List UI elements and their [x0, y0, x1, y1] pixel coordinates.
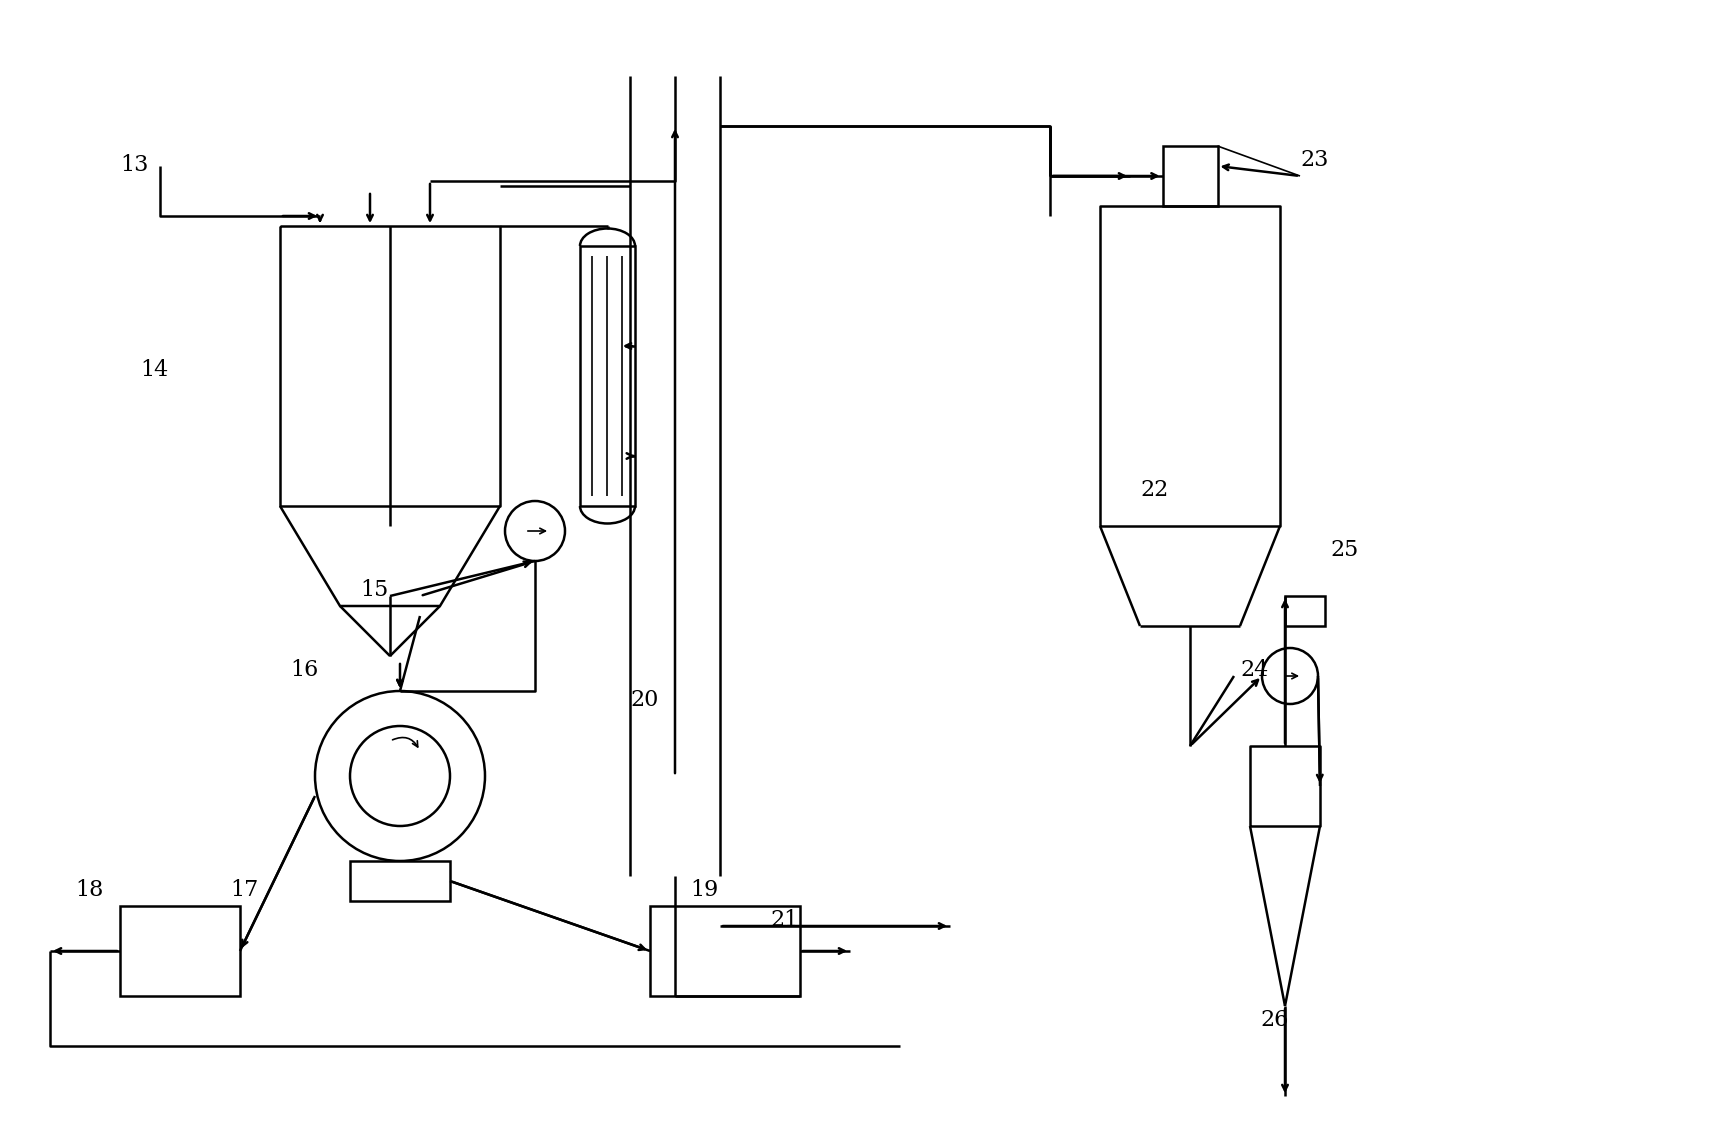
Text: 21: 21	[769, 909, 798, 931]
Bar	[651, 906, 800, 997]
Bar	[580, 245, 635, 506]
Bar	[1162, 146, 1217, 206]
Text: 13: 13	[120, 154, 148, 176]
Text: 22: 22	[1140, 479, 1168, 501]
Text: 17: 17	[230, 879, 258, 901]
Text: 23: 23	[1300, 149, 1329, 171]
Text: 24: 24	[1240, 659, 1269, 681]
Text: 15: 15	[361, 579, 388, 601]
Bar	[1284, 596, 1326, 626]
Bar	[120, 906, 240, 997]
Text: 25: 25	[1331, 539, 1358, 561]
Text: 26: 26	[1260, 1009, 1288, 1031]
Text: 14: 14	[141, 359, 168, 381]
Text: 16: 16	[290, 659, 318, 681]
Text: 18: 18	[76, 879, 103, 901]
Text: 19: 19	[690, 879, 718, 901]
Bar	[350, 861, 450, 901]
Text: 20: 20	[630, 689, 658, 711]
